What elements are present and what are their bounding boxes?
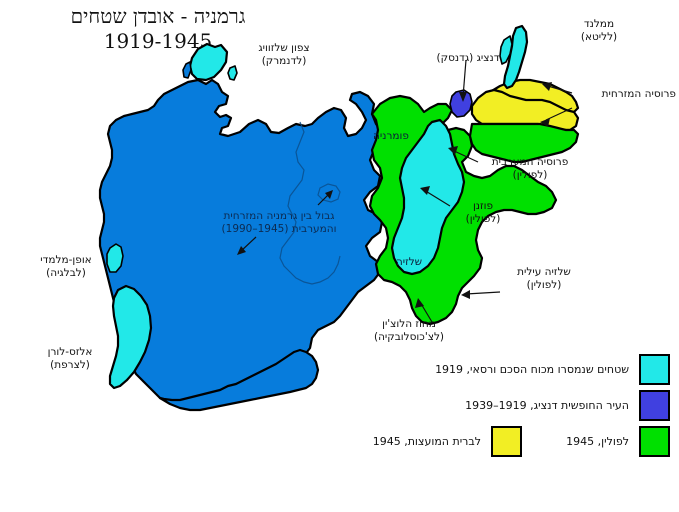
label-eupen-malmedy-line1: אופן-מלמדי bbox=[40, 254, 92, 266]
label-memelland-line1: ממלנד bbox=[583, 18, 615, 30]
label-upper-silesia-line2: (לפולין) bbox=[526, 279, 562, 291]
label-west-prussia-line2: (לפולין) bbox=[512, 169, 548, 181]
legend-label-versailles: שטחים שנמסרו מכוח הסכם ורסאי, 1919 bbox=[435, 363, 629, 376]
legend-item-to-poland-1945: לפולין, 1945 bbox=[566, 426, 670, 457]
label-hlucin-line2: (לצ'כוסלובקיה) bbox=[373, 331, 445, 343]
legend-label-danzig: העיר החופשית דנציג, 1919–1939 bbox=[465, 399, 629, 412]
island-fehmarn-west bbox=[227, 65, 238, 81]
leader-west-prussia bbox=[451, 149, 479, 163]
leader-posen-arrow bbox=[420, 186, 430, 195]
leader-upper-silesia bbox=[465, 291, 501, 295]
region-free-city-danzig bbox=[449, 89, 473, 118]
label-posen-line1: פוזנן bbox=[472, 200, 494, 212]
legend-swatch-versailles bbox=[639, 354, 670, 385]
label-inner-german-border-line2: והמערבית (1945–1990) bbox=[221, 223, 337, 235]
berlin-outline bbox=[317, 183, 341, 203]
label-west-prussia: פרוסיה המערבית (לפולין) bbox=[478, 156, 582, 182]
legend-label-soviet: לברית המועצות, 1945 bbox=[372, 435, 481, 448]
label-eupen-malmedy-line2: (לבלגיה) bbox=[46, 267, 86, 279]
label-hlucin-line1: מחוז הלוצ'ין bbox=[382, 318, 436, 330]
leader-east-prussia-2 bbox=[545, 107, 573, 121]
label-north-schleswig-line2: (לדנמרק) bbox=[261, 55, 307, 67]
inner-german-border-line bbox=[279, 121, 341, 285]
leader-ep-arrow-1 bbox=[542, 82, 552, 91]
legend-item-versailles-losses: שטחים שנמסרו מכוח הסכם ורסאי, 1919 bbox=[435, 354, 670, 385]
title-main: גרמניה - אובדן שטחים bbox=[70, 4, 246, 28]
legend-item-to-soviet-union-1945: לברית המועצות, 1945 bbox=[373, 426, 522, 457]
legend-swatch-poland bbox=[639, 426, 670, 457]
label-east-prussia: פרוסיה המזרחית bbox=[576, 88, 676, 101]
label-pomerania-line1: פומרניה bbox=[373, 130, 409, 142]
map-legend: שטחים שנמסרו מכוח הסכם ורסאי, 1919 העיר … bbox=[330, 350, 670, 465]
label-alsace-lorraine-line2: (לצרפת) bbox=[50, 359, 90, 371]
label-silesia-line1: שלזיה bbox=[395, 256, 423, 268]
label-silesia: שלזיה bbox=[384, 256, 434, 269]
label-alsace-lorraine: אלזס-לורן (לצרפת) bbox=[30, 346, 110, 372]
region-eupen-malmedy bbox=[106, 243, 124, 273]
leader-ep-arrow-2 bbox=[540, 118, 550, 127]
legend-swatch-danzig bbox=[639, 390, 670, 421]
label-west-prussia-line1: פרוסיה המערבית bbox=[491, 156, 569, 168]
label-upper-silesia: שלזיה עילית (לפולין) bbox=[504, 266, 584, 292]
region-north-schleswig bbox=[188, 42, 229, 82]
leader-ib-arrow-2 bbox=[237, 246, 246, 255]
region-germany-south bbox=[158, 348, 320, 412]
region-memel-spit bbox=[499, 35, 513, 65]
label-danzig-line1: דנציג (גדנסק) bbox=[436, 52, 500, 64]
label-north-schleswig-line1: צפון שלזוויג bbox=[258, 42, 310, 54]
region-alsace-lorraine bbox=[108, 284, 153, 390]
leader-us-arrow bbox=[461, 290, 470, 299]
legend-item-free-city-danzig: העיר החופשית דנציג, 1919–1939 bbox=[465, 390, 670, 421]
region-east-prussia-poland bbox=[468, 122, 580, 164]
region-versailles-corridor bbox=[390, 118, 466, 276]
label-memelland-line2: (לליטא) bbox=[580, 31, 618, 43]
label-north-schleswig: צפון שלזוויג (לדנמרק) bbox=[236, 42, 332, 68]
island-sylt bbox=[182, 61, 192, 79]
leader-wp-arrow bbox=[448, 146, 458, 155]
label-posen: פוזנן (לפולין) bbox=[452, 200, 514, 226]
title-years: 1919-1945 bbox=[103, 29, 213, 53]
leader-danzig bbox=[462, 59, 467, 98]
label-east-prussia-line1: פרוסיה המזרחית bbox=[601, 88, 676, 100]
label-hlucin: מחוז הלוצ'ין (לצ'כוסלובקיה) bbox=[352, 318, 466, 344]
figure-title: גרמניה - אובדן שטחים 1919-1945 bbox=[18, 4, 298, 54]
label-eupen-malmedy: אופן-מלמדי (לבלגיה) bbox=[22, 254, 110, 280]
legend-label-poland: לפולין, 1945 bbox=[566, 435, 629, 448]
label-danzig: דנציג (גדנסק) bbox=[424, 52, 512, 65]
label-alsace-lorraine-line1: אלזס-לורן bbox=[47, 346, 93, 358]
leader-posen bbox=[423, 189, 451, 207]
leader-east-prussia-1 bbox=[547, 85, 573, 94]
label-memelland: ממלנד (לליטא) bbox=[562, 18, 636, 44]
leader-ib-arrow-1 bbox=[325, 190, 333, 199]
label-inner-german-border: גבול בין גרמניה המזרחית והמערבית (1945–1… bbox=[203, 210, 355, 236]
label-posen-line2: (לפולין) bbox=[465, 213, 501, 225]
leader-danzig-arrow bbox=[459, 92, 467, 102]
legend-swatch-soviet bbox=[491, 426, 522, 457]
leader-hlucin-arrow bbox=[415, 298, 424, 308]
label-pomerania: פומרניה bbox=[360, 130, 422, 143]
region-germany-core bbox=[98, 78, 384, 406]
label-upper-silesia-line1: שלזיה עילית bbox=[517, 266, 571, 278]
label-inner-german-border-line1: גבול בין גרמניה המזרחית bbox=[223, 210, 335, 222]
